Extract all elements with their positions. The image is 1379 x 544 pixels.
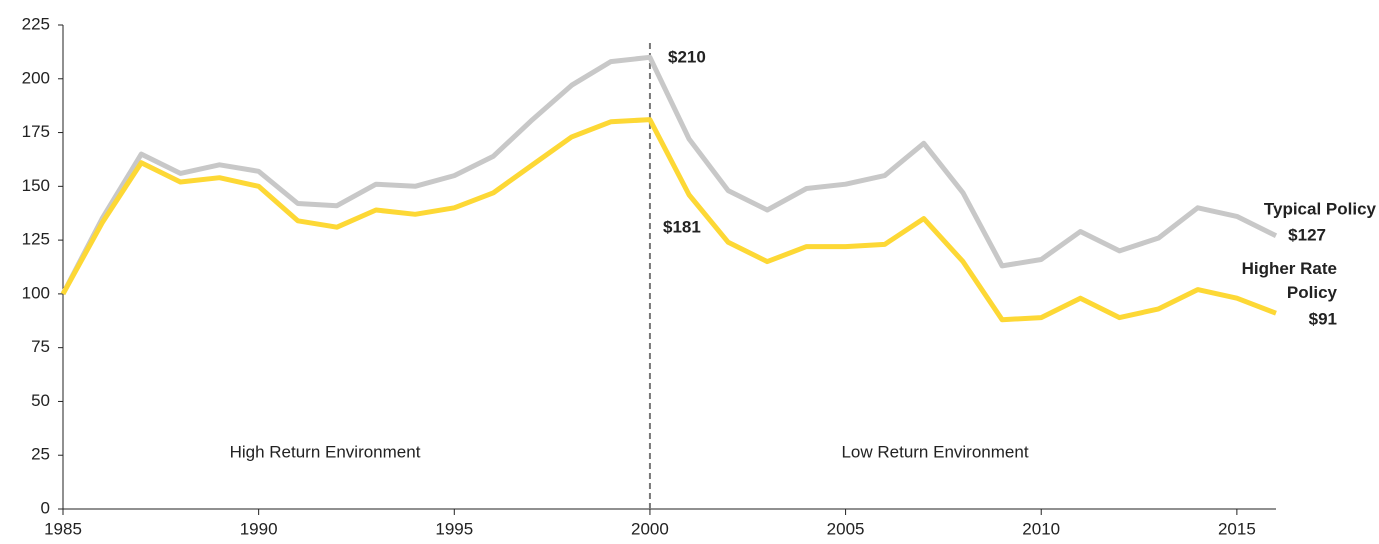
y-tick-label: 150	[22, 176, 50, 195]
annotation: $210	[668, 47, 706, 66]
annotation: Low Return Environment	[841, 442, 1028, 461]
x-tick-label: 2010	[1022, 519, 1060, 538]
annotation: $91	[1309, 309, 1337, 328]
y-tick-label: 25	[31, 445, 50, 464]
y-tick-label: 225	[22, 14, 50, 33]
x-tick-label: 2000	[631, 519, 669, 538]
annotation: $127	[1288, 225, 1326, 244]
annotation: High Return Environment	[230, 442, 421, 461]
x-tick-label: 1985	[44, 519, 82, 538]
y-tick-label: 0	[41, 498, 50, 517]
annotation: $181	[663, 217, 701, 236]
y-tick-label: 125	[22, 230, 50, 249]
x-tick-label: 1995	[435, 519, 473, 538]
series-line	[60, 54, 1278, 296]
x-tick-label: 2015	[1218, 519, 1256, 538]
y-tick-label: 50	[31, 391, 50, 410]
legend-label: Typical Policy	[1264, 199, 1377, 218]
x-tick-label: 1990	[240, 519, 278, 538]
y-tick-label: 75	[31, 337, 50, 356]
y-tick-label: 200	[22, 68, 50, 87]
y-tick-label: 100	[22, 283, 50, 302]
x-tick-label: 2005	[827, 519, 865, 538]
legend-label: Higher Rate Policy	[1242, 259, 1338, 302]
series-line	[60, 117, 1277, 323]
y-tick-label: 175	[22, 122, 50, 141]
